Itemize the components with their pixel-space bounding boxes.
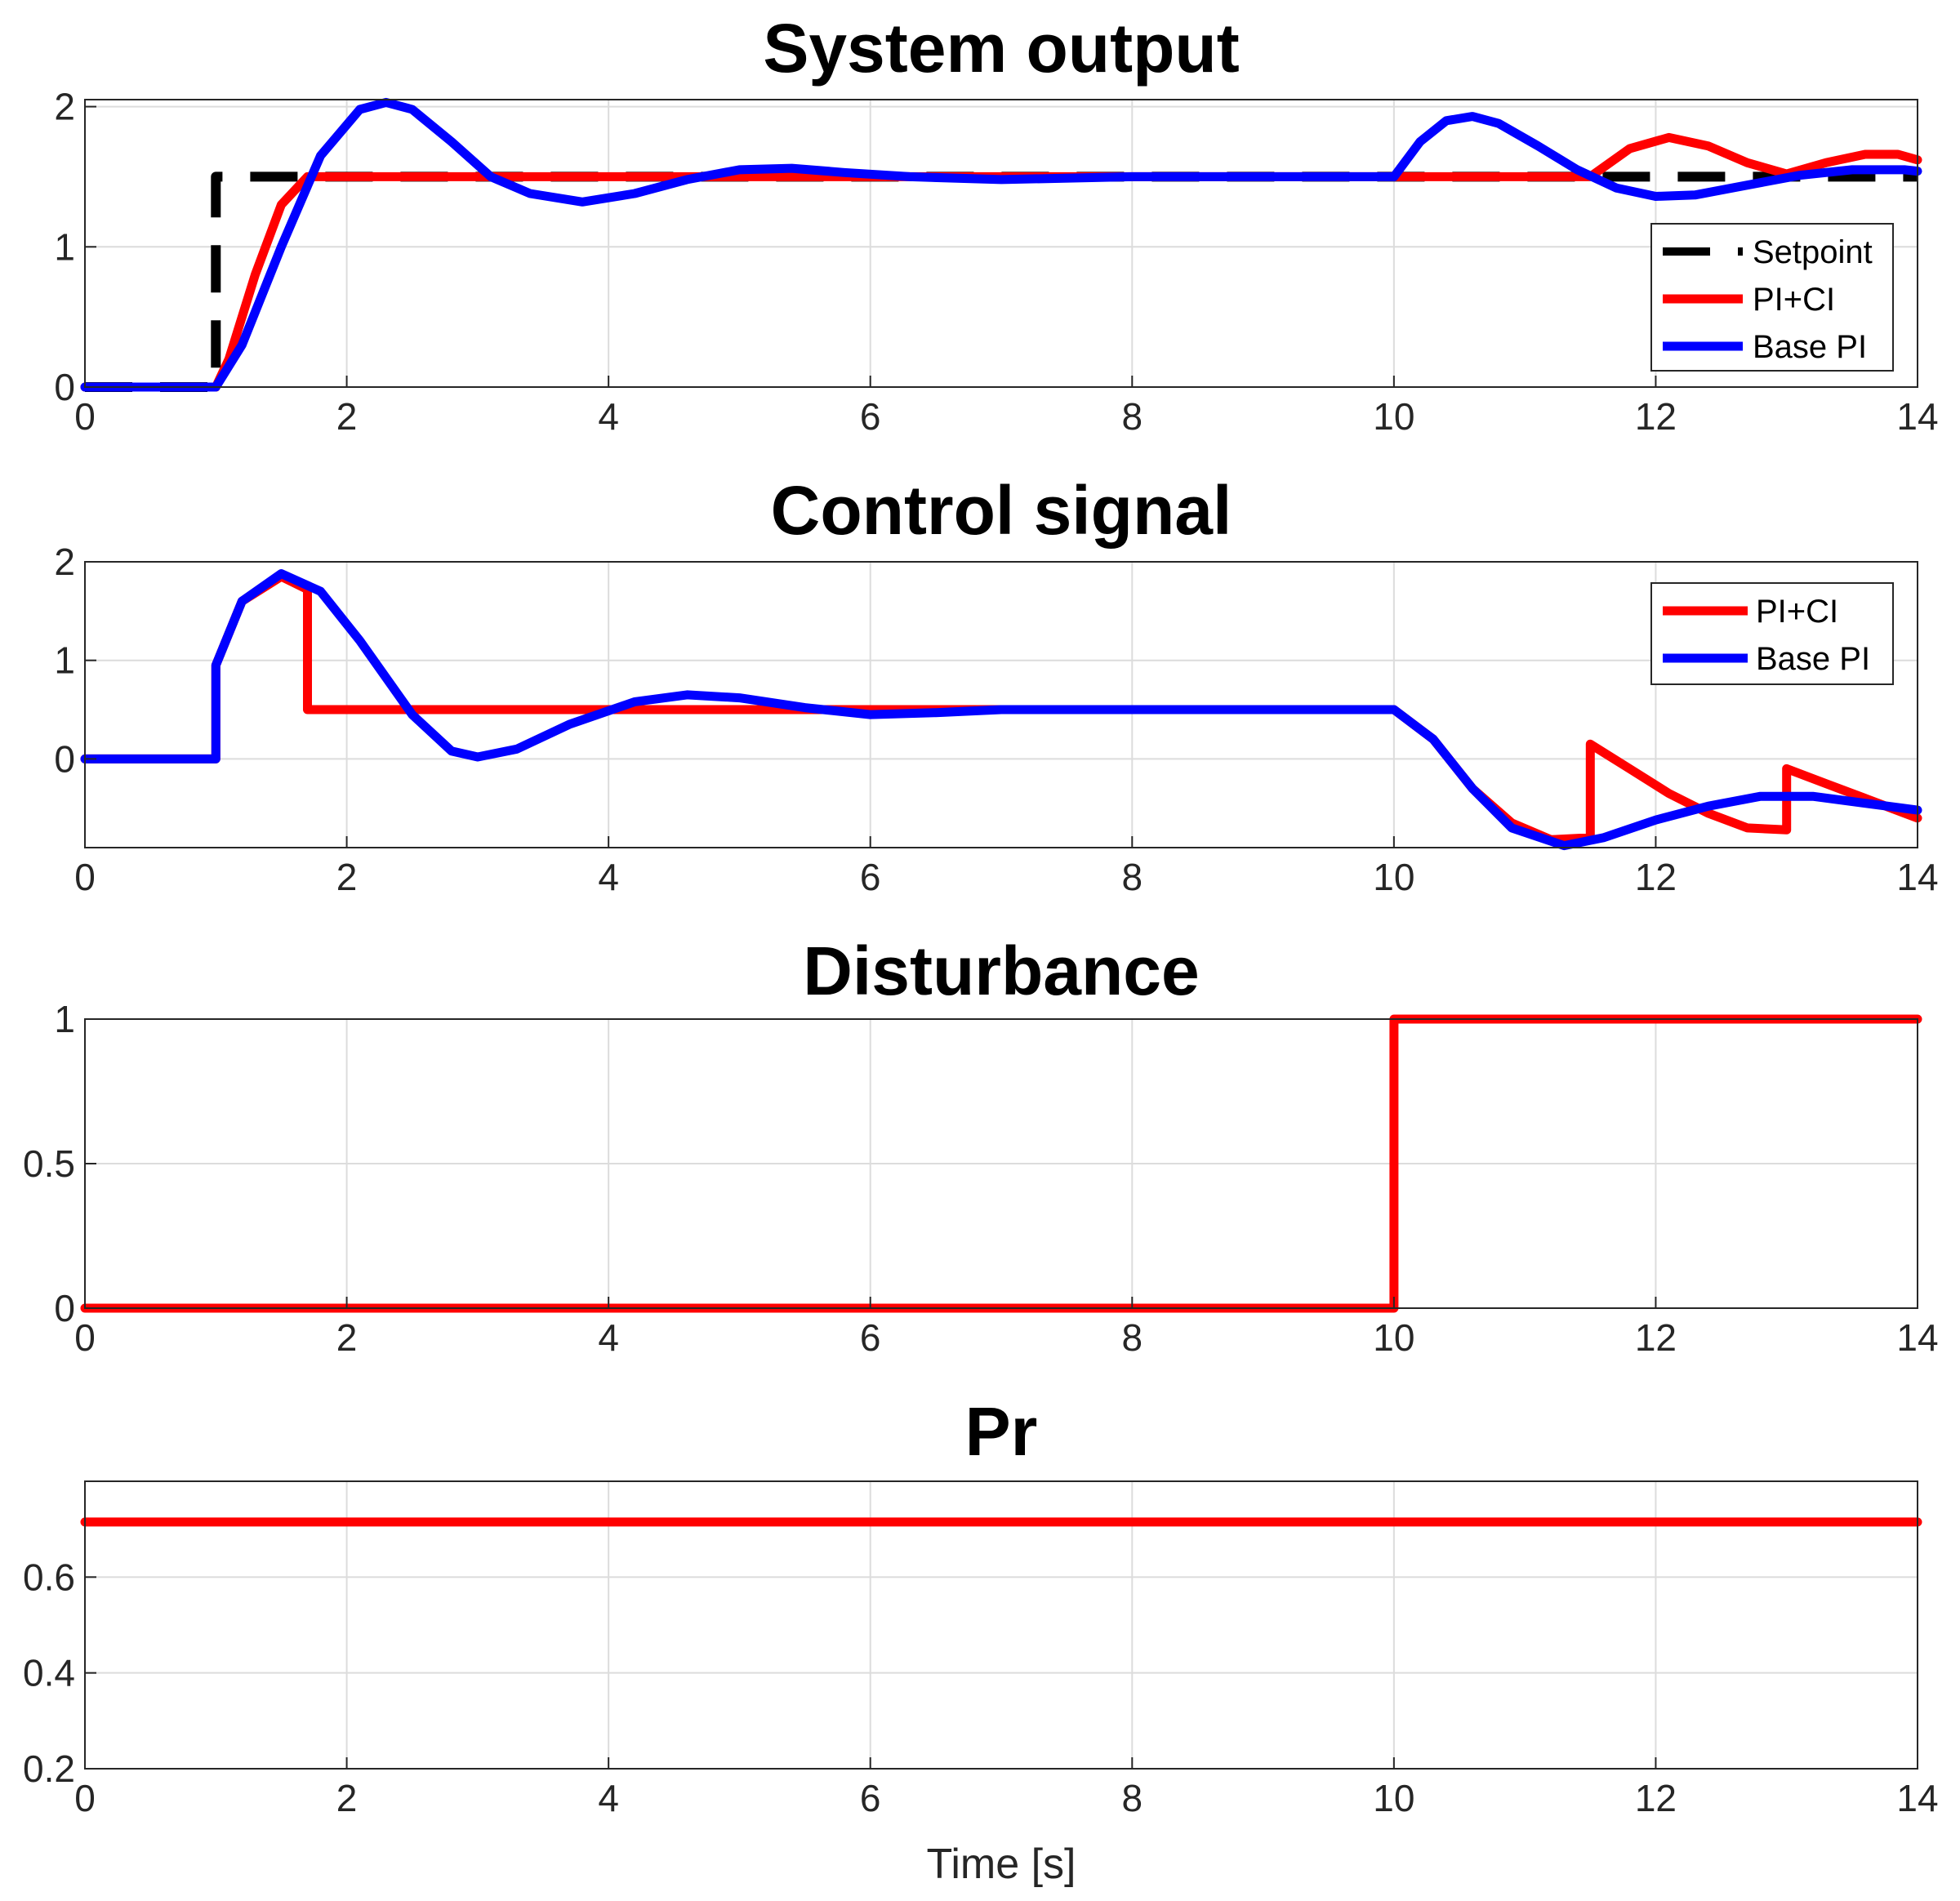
panel-pr: Pr 0 2 4 6 8 10 12 14 0.2 0.4 0.6 Time [s] [23,1393,1939,1888]
plot-frame [84,561,1918,848]
x-tick-label: 4 [598,1777,619,1819]
x-tick-label: 14 [1896,1777,1938,1819]
x-tick-label: 10 [1373,1777,1414,1819]
y-tick-label: 2 [54,541,75,583]
y-tick-label: 2 [54,86,75,128]
chart-title: Disturbance [803,933,1199,1009]
x-tick-label: 2 [336,1777,358,1819]
x-tick-label: 8 [1121,1316,1143,1359]
x-tick-label: 6 [860,856,881,898]
y-tick-label: 0 [54,366,75,408]
x-tick-label: 12 [1635,856,1677,898]
y-tick-label: 0 [54,1287,75,1329]
x-tick-label: 10 [1373,395,1414,438]
x-tick-label: 8 [1121,1777,1143,1819]
x-tick-label: 0 [74,856,96,898]
y-tick-label: 0.5 [23,1142,75,1185]
x-tick-label: 4 [598,395,619,438]
x-tick-label: 14 [1896,395,1938,438]
x-tick-label: 8 [1121,856,1143,898]
series-lines [80,97,1922,392]
legend-label-pi-ci: PI+CI [1753,282,1835,318]
legend-label-setpoint: Setpoint [1753,234,1873,270]
plot-frame [84,1480,1918,1770]
chart-title: System output [763,10,1239,87]
legend: Setpoint PI+CI Base PI [1650,223,1894,372]
x-tick-label: 12 [1635,1777,1677,1819]
legend-label-base-pi: Base PI [1756,641,1870,677]
plot-frame [84,99,1918,388]
y-tick-label: 0 [54,737,75,780]
y-tick-label: 1 [54,639,75,682]
x-tick-label: 6 [860,395,881,438]
legend-box [1650,582,1894,685]
series-line-setpoint [85,171,1918,392]
series-lines [80,569,1922,851]
legend-label-base-pi: Base PI [1753,329,1867,365]
tick-labels: 0 2 4 6 8 10 12 14 0.2 0.4 0.6 [23,1556,1939,1819]
x-tick-label: 6 [860,1316,881,1359]
y-tick-label: 1 [54,225,75,268]
grid [84,1018,1918,1309]
legend: PI+CI Base PI [1650,582,1894,685]
x-tick-label: 0 [74,395,96,438]
panel-disturbance: Disturbance 0 2 4 6 8 10 12 14 0 0.5 1 [23,933,1939,1359]
series-line-base-pi [80,97,1922,392]
grid [84,561,1918,848]
series-line-base-pi [80,569,1922,851]
x-tick-label: 14 [1896,856,1938,898]
x-tick-label: 4 [598,1316,619,1359]
y-tick-label: 1 [54,998,75,1040]
x-tick-label: 4 [598,856,619,898]
series-line-pi-ci [80,132,1922,392]
x-tick-label: 6 [860,1777,881,1819]
x-tick-label: 2 [336,856,358,898]
x-tick-label: 8 [1121,395,1143,438]
x-tick-label: 12 [1635,395,1677,438]
chart-title: Control signal [771,472,1232,549]
x-tick-label: 0 [74,1316,96,1359]
legend-label-pi-ci: PI+CI [1756,594,1838,630]
x-tick-label: 2 [336,1316,358,1359]
x-tick-label: 10 [1373,856,1414,898]
x-tick-label: 10 [1373,1316,1414,1359]
x-axis-label: Time [s] [927,1841,1076,1888]
y-tick-label: 0.2 [23,1747,75,1790]
chart-title: Pr [965,1393,1038,1470]
y-tick-label: 0.6 [23,1556,75,1598]
tick-labels: 0 2 4 6 8 10 12 14 0 0.5 1 [23,998,1939,1359]
y-tick-label: 0.4 [23,1652,75,1694]
x-tick-label: 2 [336,395,358,438]
x-tick-label: 14 [1896,1316,1938,1359]
x-tick-label: 0 [74,1777,96,1819]
x-tick-label: 12 [1635,1316,1677,1359]
